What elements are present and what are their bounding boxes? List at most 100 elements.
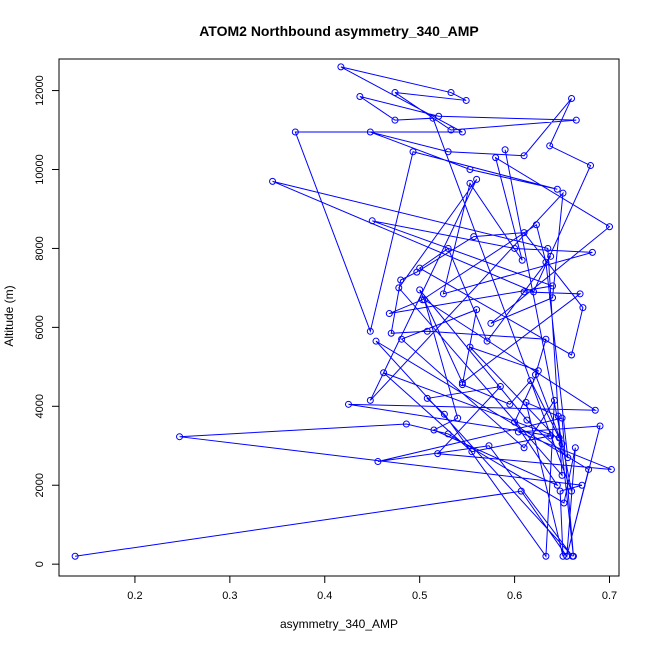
data-point: [559, 552, 567, 560]
data-point: [520, 229, 528, 237]
x-tick-label: 0.5: [412, 590, 427, 602]
data-point: [549, 282, 557, 290]
data-point: [568, 487, 576, 495]
y-tick-label: 12000: [34, 75, 46, 106]
data-point: [380, 369, 388, 377]
data-point: [544, 244, 552, 252]
data-point: [485, 442, 493, 450]
data-point: [554, 412, 562, 420]
data-point: [466, 179, 474, 187]
data-point: [447, 126, 455, 134]
data-point: [576, 290, 584, 298]
y-tick-label: 4000: [34, 394, 46, 418]
data-point: [542, 258, 550, 266]
data-point: [607, 465, 615, 473]
data-point: [440, 410, 448, 418]
data-point: [530, 288, 538, 296]
data-point: [466, 166, 474, 173]
y-tick-label: 10000: [34, 154, 46, 185]
data-point: [571, 444, 579, 452]
data-point: [553, 185, 561, 193]
data-point: [444, 430, 452, 438]
data-point: [420, 296, 428, 304]
data-point: [511, 244, 519, 252]
data-point: [368, 217, 376, 225]
plot-area: [71, 63, 615, 560]
x-tick-label: 0.3: [222, 590, 237, 602]
data-point: [578, 481, 586, 489]
data-point: [558, 471, 566, 479]
x-tick-label: 0.6: [507, 590, 522, 602]
data-point: [385, 310, 393, 318]
data-point: [520, 288, 528, 296]
data-point: [423, 394, 431, 402]
data-point: [416, 286, 424, 294]
data-point: [402, 420, 410, 428]
data-point: [176, 433, 184, 441]
data-point: [416, 264, 424, 272]
data-point: [409, 148, 417, 156]
data-point: [366, 128, 374, 136]
data-point: [518, 256, 526, 264]
data-point: [549, 294, 557, 302]
data-point: [492, 154, 500, 162]
y-tick-label: 8000: [34, 236, 46, 260]
data-point: [356, 92, 364, 100]
data-point: [542, 335, 550, 343]
data-point: [391, 116, 399, 124]
data-point: [558, 440, 566, 448]
data-point: [514, 428, 522, 436]
data-point: [429, 114, 437, 122]
y-axis-label: Altitude (m): [2, 285, 16, 346]
data-point: [568, 94, 576, 102]
data-point: [473, 175, 481, 183]
data-point: [520, 152, 528, 160]
data-point: [556, 487, 564, 495]
data-point: [466, 343, 474, 351]
data-point: [344, 400, 352, 408]
data-point: [374, 458, 382, 466]
data-point: [444, 244, 452, 252]
data-point: [585, 465, 593, 473]
data-point: [337, 63, 345, 71]
data-point: [387, 329, 395, 337]
x-axis-label: asymmetry_340_AMP: [280, 617, 398, 631]
data-point: [397, 276, 405, 284]
data-point: [506, 400, 514, 408]
data-point: [579, 304, 587, 312]
data-point: [523, 416, 531, 424]
data-point: [434, 450, 442, 458]
data-point: [366, 396, 374, 404]
chart-title: ATOM2 Northbound asymmetry_340_AMP: [199, 23, 479, 39]
data-point: [522, 398, 530, 406]
data-point: [588, 248, 596, 256]
x-tick-label: 0.7: [602, 590, 617, 602]
data-point: [555, 434, 563, 442]
x-tick-label: 0.4: [317, 590, 332, 602]
data-point: [501, 146, 509, 154]
data-point: [291, 128, 299, 136]
data-point: [591, 406, 599, 414]
plot-frame: [58, 58, 620, 577]
series-line: [75, 66, 612, 558]
data-point: [546, 142, 554, 150]
data-point: [430, 426, 438, 434]
data-point: [444, 148, 452, 156]
data-point: [547, 252, 555, 260]
y-tick-label: 2000: [34, 473, 46, 497]
data-point: [559, 189, 567, 197]
data-point: [520, 444, 528, 452]
y-tick-label: 6000: [34, 315, 46, 339]
data-point: [366, 327, 374, 335]
data-point: [391, 89, 399, 97]
data-point: [468, 448, 476, 456]
data-point: [560, 499, 568, 507]
data-point: [439, 290, 447, 298]
data-point: [458, 379, 466, 387]
data-point: [527, 377, 535, 385]
data-point: [511, 418, 519, 426]
data-point: [487, 319, 495, 327]
data-point: [606, 223, 614, 231]
data-point: [553, 481, 561, 489]
